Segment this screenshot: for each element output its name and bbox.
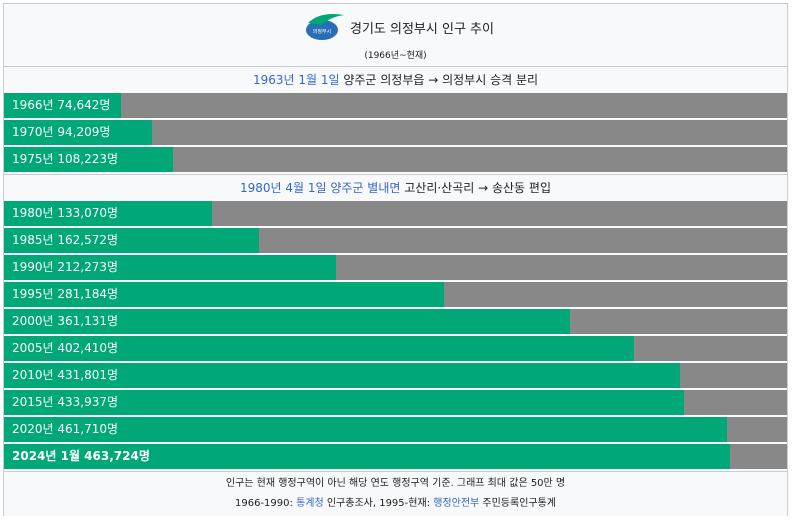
population-bar [4,201,212,226]
population-bar-row: 2020년 461,710명 [4,417,787,442]
source-prefix: 1966-1990: [235,498,297,509]
section-note-text: 양주군 의정부읍 → 의정부시 승격 분리 [339,73,539,87]
population-bar-label: 1966년 74,642명 [12,98,111,112]
footer-note: 인구는 현재 행정구역이 아닌 해당 연도 행정구역 기준. 그래프 최대 값은… [225,478,566,489]
section-note-1980: 1980년 4월 1일 양주군 별내면 고산리·산곡리 → 송산동 편입 [4,174,787,201]
chart-subtitle: (1966년~현재) [364,51,427,61]
population-bar [4,309,570,334]
population-bar [4,336,634,361]
population-bar-row: 2010년 431,801명 [4,363,787,388]
population-bar-label: 2000년 361,131명 [12,314,119,328]
population-bar-label: 2010년 431,801명 [12,368,119,382]
population-bar [4,417,727,442]
population-bar [4,255,336,280]
population-bar [4,147,173,172]
population-bar-label: 1975년 108,223명 [12,152,119,166]
population-bar [4,390,684,415]
source-suffix: 주민등록인구통계 [479,498,556,509]
population-bar-row: 1995년 281,184명 [4,282,787,307]
population-bar-label: 2020년 461,710명 [12,422,119,436]
population-bar-row: 2000년 361,131명 [4,309,787,334]
chart-footer: 인구는 현재 행정구역이 아닌 해당 연도 행정구역 기준. 그래프 최대 값은… [4,471,787,516]
population-bar [4,120,152,145]
population-bar [4,363,680,388]
section-note-date[interactable]: 1963년 1월 1일 [252,73,340,87]
population-bar-row: 1975년 108,223명 [4,147,787,172]
population-bar [4,228,259,253]
population-bar-label: 1970년 94,209명 [12,125,111,139]
population-bar-label: 1980년 133,070명 [12,206,119,220]
population-bar-label: 2015년 433,937명 [12,395,119,409]
population-bar-row: 1990년 212,273명 [4,255,787,280]
logo-text: 의정부시 [313,28,331,35]
population-bar-row: 2005년 402,410명 [4,336,787,361]
population-bar-label: 1990년 212,273명 [12,260,119,274]
section-note-1963: 1963년 1월 1일 양주군 의정부읍 → 의정부시 승격 분리 [4,66,787,93]
population-chart-box: 의정부시 경기도 의정부시 인구 추이 (1966년~현재) 1963년 1월 … [3,3,788,516]
population-bar-row: 2015년 433,937명 [4,390,787,415]
uijeongbu-city-logo: 의정부시 [306,14,344,40]
source-link-mois[interactable]: 행정안전부 [433,498,480,509]
population-bar-row: 1970년 94,209명 [4,120,787,145]
footer-source: 1966-1990: 통계청 인구총조사, 1995-현재: 행정안전부 주민등… [4,494,787,514]
source-link-statistics[interactable]: 통계청 [296,498,324,509]
section-note-text: 고산리·산곡리 → 송산동 편입 [400,181,551,195]
population-bar [4,444,730,469]
population-bar-label: 2024년 1월 463,724명 [12,449,150,463]
population-bar-label: 1985년 162,572명 [12,233,119,247]
source-mid: 인구총조사, 1995-현재: [323,498,434,509]
population-bar [4,93,121,118]
chart-title: 경기도 의정부시 인구 추이 [350,22,494,37]
population-bar-label: 1995년 281,184명 [12,287,119,301]
population-bar [4,282,444,307]
section-note-date[interactable]: 1980년 4월 1일 양주군 별내면 [239,181,401,195]
population-bar-label: 2005년 402,410명 [12,341,119,355]
population-bar-row: 1966년 74,642명 [4,93,787,118]
population-bar-row: 1980년 133,070명 [4,201,787,226]
population-bar-row: 1985년 162,572명 [4,228,787,253]
population-bar-row: 2024년 1월 463,724명 [4,444,787,469]
chart-header: 의정부시 경기도 의정부시 인구 추이 (1966년~현재) [4,4,787,66]
